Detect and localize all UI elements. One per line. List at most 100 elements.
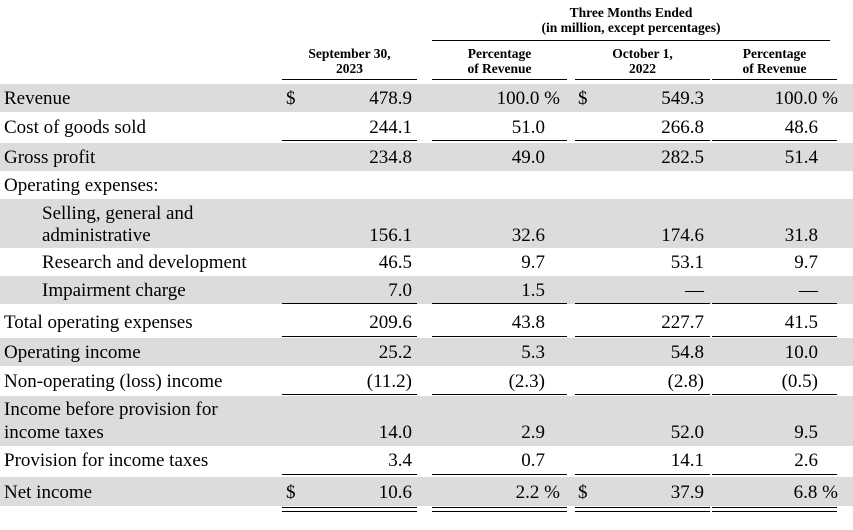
col-header-pct2023: Percentage of Revenue <box>432 46 567 76</box>
pct-2022: 100.0 % <box>774 88 838 109</box>
value-2023: 209.6 <box>369 312 412 333</box>
table-row-opex-heading: Operating expenses: <box>0 171 853 199</box>
row-label: Net income <box>4 482 93 503</box>
subtotal-rule <box>575 336 710 337</box>
value-2022: 266.8 <box>661 117 704 138</box>
table-row-non-operating: Non-operating (loss) income (11.2) (2.3)… <box>0 366 853 395</box>
col-rule <box>432 79 567 80</box>
subtotal-rule <box>575 303 710 304</box>
row-label: income taxes <box>4 422 104 443</box>
col-header-pct2022: Percentage of Revenue <box>712 46 837 76</box>
col-header-oct2022: October 1, 2022 <box>575 46 710 76</box>
row-label: Operating expenses: <box>4 175 159 196</box>
col-rule <box>282 79 417 80</box>
col-header-line: 2022 <box>629 61 656 76</box>
row-label: Revenue <box>4 88 71 109</box>
row-label: Non-operating (loss) income <box>4 371 223 392</box>
table-row-tax-provision: Provision for income taxes 3.4 0.7 14.1 … <box>0 446 853 475</box>
pct-2022: 9.5 <box>794 422 818 443</box>
dollar-sign: $ <box>578 88 588 109</box>
group-header: Three Months Ended (in million, except p… <box>432 5 830 35</box>
subtotal-rule <box>575 474 710 475</box>
double-rule <box>432 507 567 508</box>
subtotal-rule <box>575 394 710 395</box>
pct-2023: (2.3) <box>508 371 545 392</box>
subtotal-rule <box>712 140 837 141</box>
value-2023: 25.2 <box>378 342 412 363</box>
value-2023: 478.9 <box>369 88 412 109</box>
value-2022: 53.1 <box>670 252 704 273</box>
group-header-rule <box>432 40 830 41</box>
pct-2023: 100.0 % <box>496 88 560 109</box>
subtotal-rule <box>432 336 567 337</box>
double-rule <box>432 511 567 512</box>
group-subtitle: (in million, except percentages) <box>541 20 721 35</box>
value-2022: 52.0 <box>670 422 704 443</box>
subtotal-rule <box>432 394 567 395</box>
value-2023: 46.5 <box>378 252 412 273</box>
subtotal-rule <box>712 336 837 337</box>
row-label: Provision for income taxes <box>4 450 209 471</box>
value-2022: 549.3 <box>661 88 704 109</box>
subtotal-rule <box>712 474 837 475</box>
subtotal-rule <box>282 303 417 304</box>
pct-2022: 10.0 <box>784 342 818 363</box>
row-label: Research and development <box>42 252 247 273</box>
pct-2023: 2.9 <box>521 422 545 443</box>
double-rule <box>282 507 417 508</box>
double-rule <box>575 511 710 512</box>
col-header-line: of Revenue <box>742 61 807 76</box>
pct-2023: 51.0 <box>511 117 545 138</box>
dollar-sign: $ <box>578 482 588 503</box>
table-row-revenue: Revenue $ 478.9 100.0 % $ 549.3 100.0 % <box>0 84 853 112</box>
value-2023: 10.6 <box>378 482 412 503</box>
table-row-operating-income: Operating income 25.2 5.3 54.8 10.0 <box>0 338 853 366</box>
pct-2022: 9.7 <box>794 252 818 273</box>
value-2023: 234.8 <box>369 147 412 168</box>
subtotal-rule <box>282 474 417 475</box>
pct-2022: 51.4 <box>784 147 818 168</box>
subtotal-rule <box>575 140 710 141</box>
dollar-sign: $ <box>286 88 296 109</box>
col-rule <box>575 79 710 80</box>
col-header-line: Percentage <box>467 46 532 61</box>
pct-2022: (0.5) <box>781 371 818 392</box>
value-2022: 174.6 <box>661 225 704 246</box>
subtotal-rule <box>432 140 567 141</box>
group-title: Three Months Ended <box>569 5 693 20</box>
subtotal-rule <box>712 394 837 395</box>
value-2022: — <box>685 280 704 301</box>
subtotal-rule <box>282 336 417 337</box>
row-label: Operating income <box>4 342 141 363</box>
col-header-sep2023: September 30, 2023 <box>282 46 417 76</box>
subtotal-rule <box>282 140 417 141</box>
double-rule <box>712 511 837 512</box>
value-2022: 54.8 <box>670 342 704 363</box>
table-row-net-income: Net income $ 10.6 2.2 % $ 37.9 6.8 % <box>0 477 853 506</box>
row-label: Impairment charge <box>42 280 186 301</box>
pct-2022: 41.5 <box>784 312 818 333</box>
pct-2023: 9.7 <box>521 252 545 273</box>
table-row-impairment: Impairment charge 7.0 1.5 — — <box>0 276 853 304</box>
col-header-line: October 1, <box>612 46 673 61</box>
row-label: Selling, general and <box>42 203 194 224</box>
col-header-line: 2023 <box>336 61 363 76</box>
value-2023: 14.0 <box>378 422 412 443</box>
pct-2023: 43.8 <box>511 312 545 333</box>
pct-2023: 2.2 % <box>515 482 560 503</box>
subtotal-rule <box>432 474 567 475</box>
pct-2023: 49.0 <box>511 147 545 168</box>
pct-2023: 0.7 <box>521 450 545 471</box>
subtotal-rule <box>712 303 837 304</box>
row-label: Gross profit <box>4 147 96 168</box>
pct-2022: 2.6 <box>794 450 818 471</box>
value-2023: 3.4 <box>388 450 412 471</box>
pct-2022: — <box>799 280 818 301</box>
value-2023: 156.1 <box>369 225 412 246</box>
col-header-line: of Revenue <box>467 61 532 76</box>
row-label: administrative <box>42 225 151 246</box>
double-rule <box>712 507 837 508</box>
col-rule <box>712 79 837 80</box>
value-2022: (2.8) <box>667 371 704 392</box>
pct-2022: 31.8 <box>784 225 818 246</box>
